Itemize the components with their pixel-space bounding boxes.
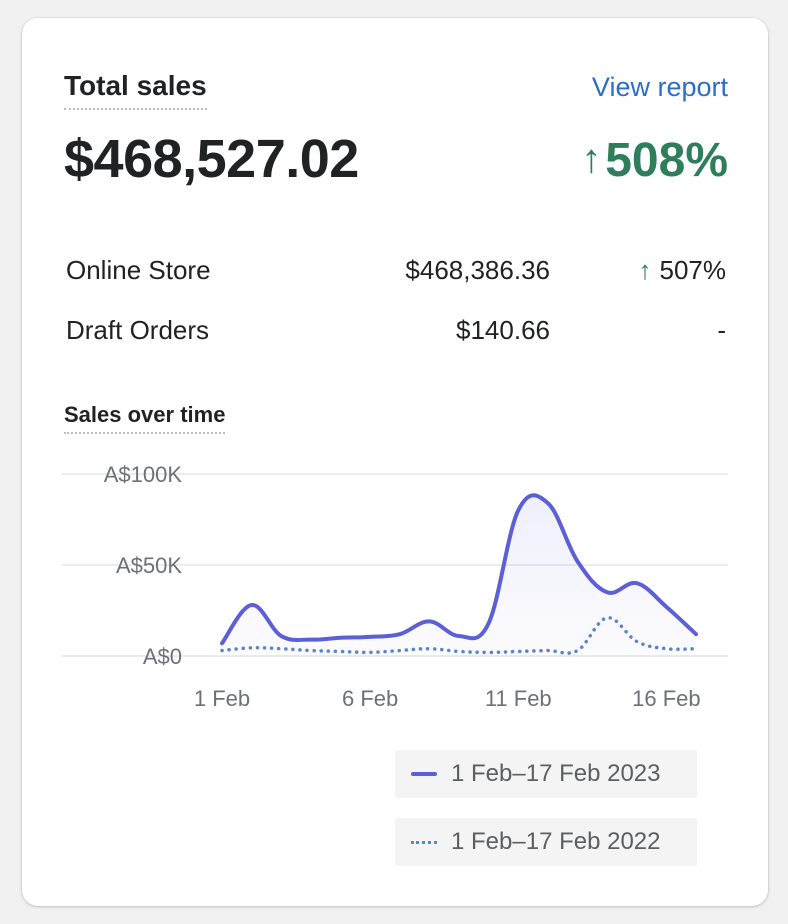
row-label: Online Store <box>66 255 211 285</box>
row-change: ↑ 507% <box>639 250 727 290</box>
view-report-link[interactable]: View report <box>591 72 728 102</box>
row-value: $468,386.36 <box>405 255 550 285</box>
x-tick-label: 1 Feb <box>194 686 250 711</box>
dotted-line-swatch-icon <box>411 841 437 844</box>
breakdown-row-draft-orders: Draft Orders $140.66 - <box>66 310 726 350</box>
growth-percent: 508% <box>605 134 728 187</box>
row-percent: 507% <box>659 255 727 285</box>
x-tick-label: 6 Feb <box>342 686 398 711</box>
series-line-previous[interactable] <box>220 616 698 655</box>
legend-item-current[interactable]: 1 Feb–17 Feb 2023 <box>395 750 697 798</box>
series-area-fill <box>222 495 696 656</box>
solid-line-swatch-icon <box>411 772 437 776</box>
arrow-up-icon: ↑ <box>638 255 652 285</box>
growth-indicator: ↑508% <box>581 126 728 194</box>
legend-label: 1 Feb–17 Feb 2023 <box>451 760 661 787</box>
x-tick-label: 16 Feb <box>632 686 701 711</box>
total-sales-value: $468,527.02 <box>64 129 359 189</box>
legend-item-previous[interactable]: 1 Feb–17 Feb 2022 <box>395 818 697 866</box>
sales-over-time-chart[interactable]: A$0 A$50K A$100K 1 Feb 6 Feb 11 Feb 16 Feb <box>22 458 768 728</box>
row-label: Draft Orders <box>66 315 210 345</box>
series-line-current[interactable] <box>220 493 698 646</box>
total-sales-card: Total sales View report $468,527.02 ↑508… <box>22 18 768 906</box>
breakdown-row-online-store: Online Store $468,386.36 ↑ 507% <box>66 250 726 290</box>
x-tick-label: 11 Feb <box>485 686 552 711</box>
card-title[interactable]: Total sales <box>64 68 207 110</box>
y-tick-label: A$100K <box>104 462 183 487</box>
legend-label: 1 Feb–17 Feb 2022 <box>451 828 661 855</box>
row-change: - <box>709 310 726 350</box>
row-percent: - <box>717 315 726 345</box>
arrow-up-icon: ↑ <box>581 137 602 181</box>
y-tick-label: A$0 <box>143 644 182 669</box>
y-tick-label: A$50K <box>116 553 182 578</box>
chart-title[interactable]: Sales over time <box>64 400 226 434</box>
row-value: $140.66 <box>456 315 550 345</box>
